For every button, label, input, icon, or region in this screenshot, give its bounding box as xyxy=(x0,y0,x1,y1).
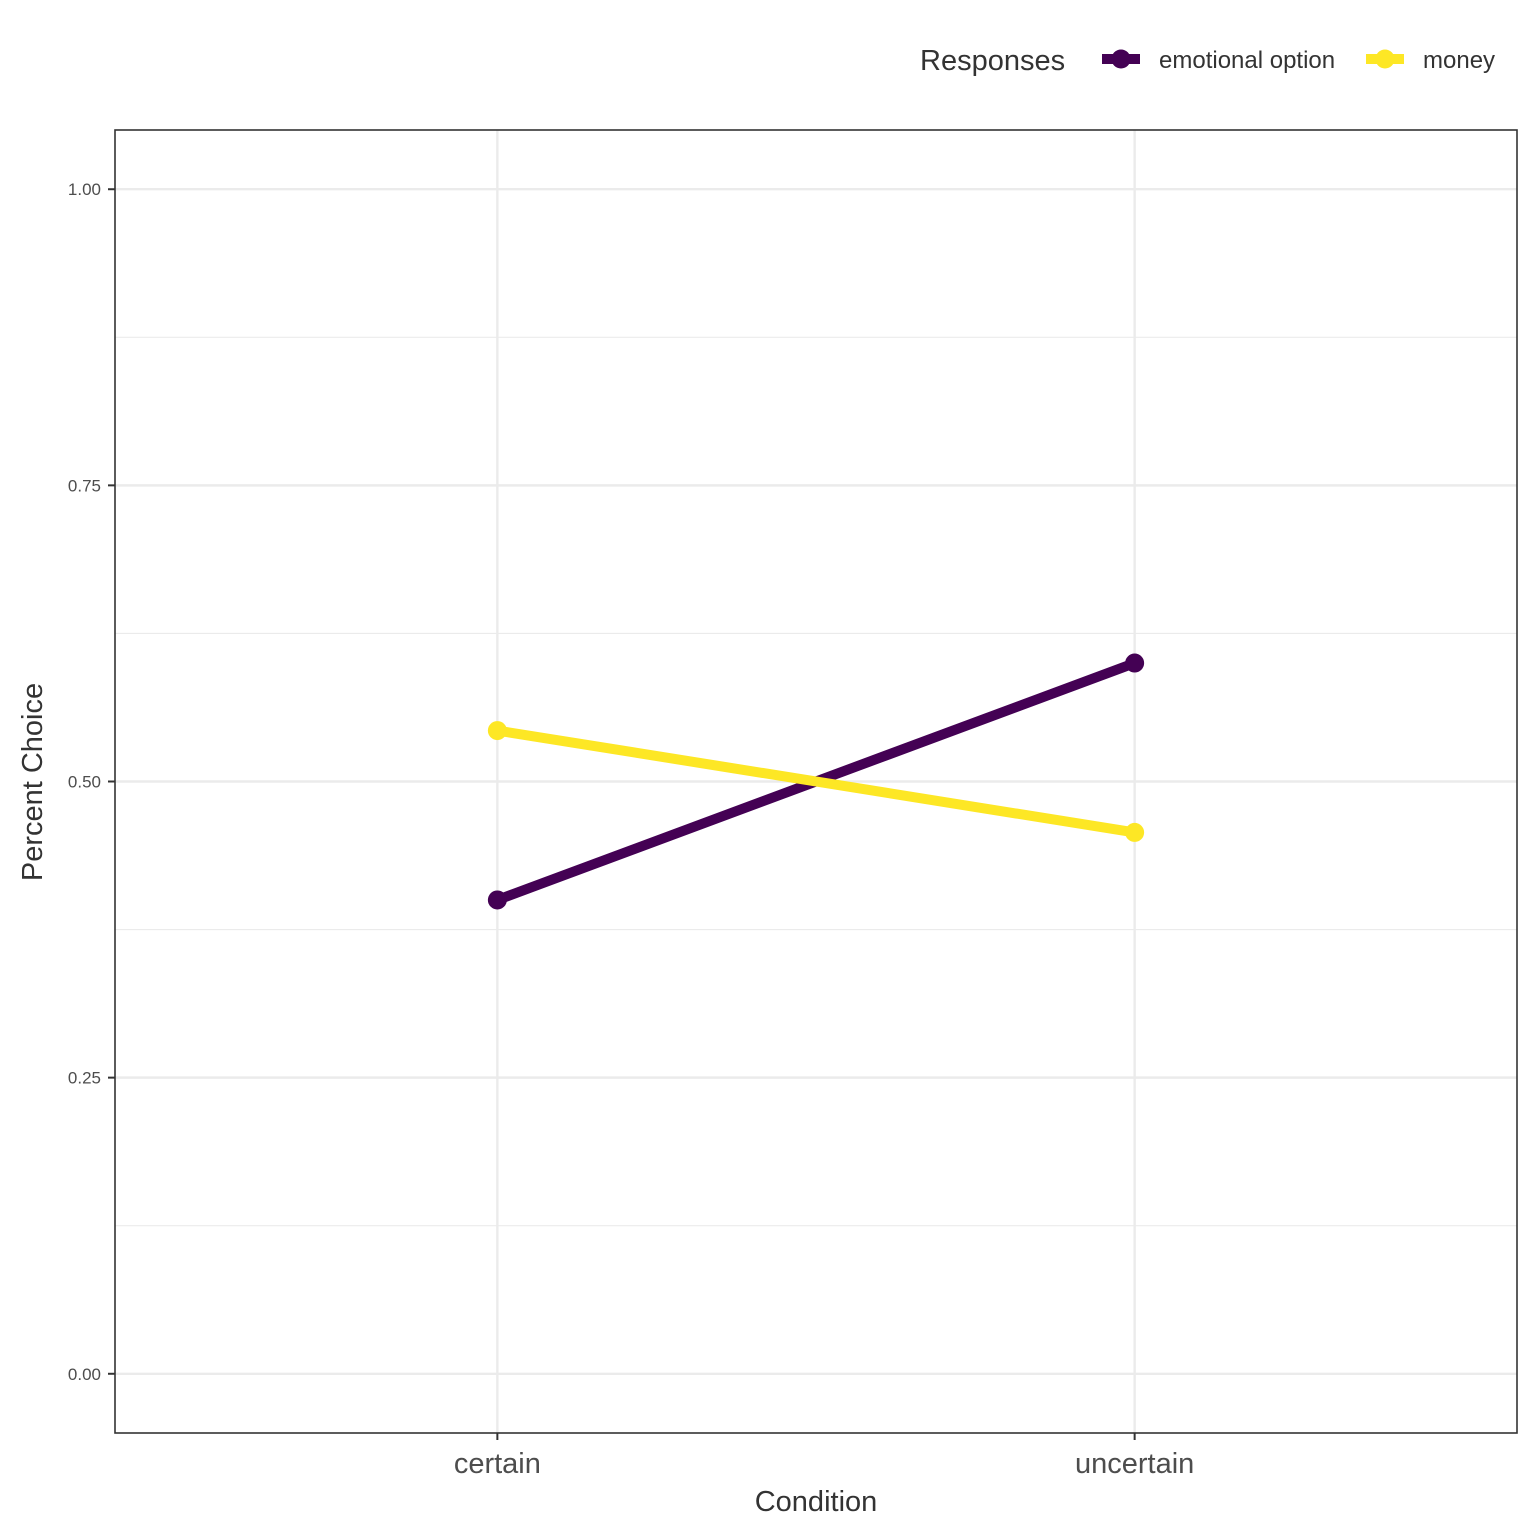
series-line xyxy=(496,725,1136,838)
y-tick-label: 0.75 xyxy=(68,476,101,495)
x-tick-label: certain xyxy=(454,1448,541,1480)
legend-key-point xyxy=(1375,49,1395,69)
x-axis: certain uncertain xyxy=(454,1433,1194,1480)
y-tick-label: 0.50 xyxy=(68,773,101,792)
y-tick-label: 0.00 xyxy=(68,1365,101,1384)
grid-major xyxy=(115,130,1517,1433)
legend: Responses emotional option money xyxy=(920,45,1495,77)
x-tick-label: uncertain xyxy=(1075,1448,1194,1480)
data-point xyxy=(1125,653,1145,673)
legend-label: money xyxy=(1423,47,1495,74)
legend-item: emotional option xyxy=(1102,47,1335,74)
legend-label: emotional option xyxy=(1159,47,1335,74)
legend-title: Responses xyxy=(920,45,1065,77)
data-point xyxy=(487,890,507,910)
series-points xyxy=(487,653,1145,910)
y-axis-title: Percent Choice xyxy=(17,683,49,881)
grid-minor xyxy=(115,336,1517,1227)
legend-item: money xyxy=(1366,47,1495,74)
plot-panel xyxy=(114,129,1518,1434)
series-lines xyxy=(495,658,1137,905)
data-point xyxy=(487,721,507,741)
y-axis: 0.00 0.25 0.50 0.75 1.00 xyxy=(68,180,115,1384)
legend-items: emotional option money xyxy=(1102,47,1495,74)
data-point xyxy=(1125,822,1145,842)
y-tick-label: 1.00 xyxy=(68,180,101,199)
legend-key-point xyxy=(1111,49,1131,69)
x-axis-title: Condition xyxy=(755,1486,878,1518)
y-tick-label: 0.25 xyxy=(68,1069,101,1088)
